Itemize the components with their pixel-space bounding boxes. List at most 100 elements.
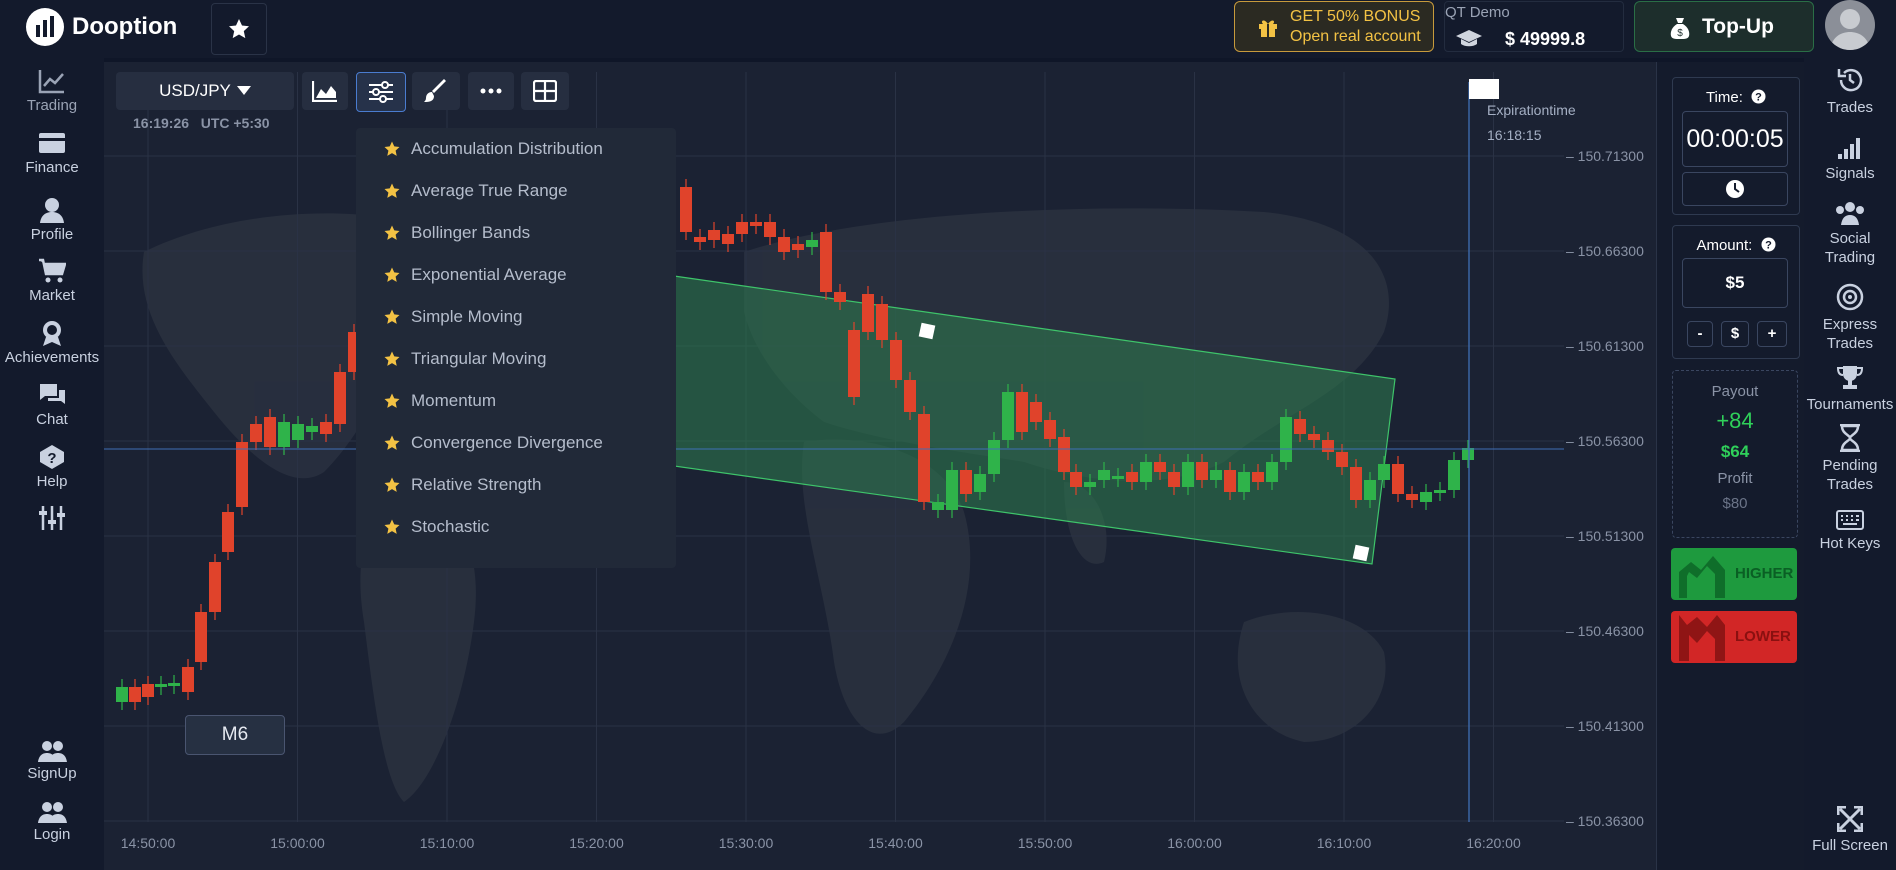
candle-body (862, 294, 874, 332)
left-sidebar: Trading Finance Profile Market Achieveme… (0, 58, 104, 870)
sidebar-item-finance[interactable]: Finance (0, 130, 104, 176)
amount-increase-button[interactable]: + (1757, 321, 1787, 347)
indicator-item[interactable]: Stochastic (356, 506, 676, 548)
indicator-item[interactable]: Relative Strength (356, 464, 676, 506)
more-button[interactable] (468, 72, 514, 110)
candle-body (1238, 472, 1250, 492)
nav-full-screen[interactable]: Full Screen (1804, 806, 1896, 855)
avatar[interactable] (1825, 0, 1875, 50)
chart-canvas[interactable]: – 150.71300 – 150.66300 – 150.61300 – 150.5… (104, 62, 1656, 870)
candle-body (129, 687, 141, 702)
indicator-item[interactable]: Accumulation Distribution (356, 128, 676, 170)
help-icon[interactable]: ? (1751, 89, 1766, 104)
price-tick-label: – 150.61300 (1566, 338, 1644, 354)
nav-express-trades[interactable]: Express Trades (1804, 283, 1896, 353)
chart-type-button[interactable] (302, 72, 348, 110)
area-chart-icon (312, 81, 337, 102)
sidebar-item-login[interactable]: Login (0, 801, 104, 843)
currency-toggle-button[interactable]: $ (1721, 321, 1749, 347)
channel-handle[interactable] (1352, 544, 1370, 562)
indicator-item[interactable]: Triangular Moving (356, 338, 676, 380)
sidebar-item-label: Trading (26, 97, 78, 114)
channel-handle[interactable] (918, 322, 936, 340)
candle-body (116, 687, 128, 702)
amount-decrease-button[interactable]: - (1687, 321, 1713, 347)
indicator-item[interactable]: Momentum (356, 380, 676, 422)
sidebar-item-trading[interactable]: Trading (0, 68, 104, 114)
account-selector[interactable]: QT Demo $ 49999.8 (1444, 1, 1624, 52)
amount-input[interactable]: $5 (1682, 258, 1788, 308)
star-icon[interactable] (383, 182, 401, 200)
layout-button[interactable] (521, 72, 569, 110)
price-chart[interactable]: – 150.71300 – 150.66300 – 150.61300 – 150.5… (104, 62, 1656, 870)
indicator-label: Exponential Average (411, 265, 567, 284)
indicator-item[interactable]: Convergence Divergence (356, 422, 676, 464)
star-icon[interactable] (383, 266, 401, 284)
price-tick-label: – 150.36300 (1566, 813, 1644, 829)
price-tick-label: – 150.56300 (1566, 433, 1644, 449)
sidebar-item-signup[interactable]: SignUp (0, 740, 104, 782)
indicator-item[interactable]: Bollinger Bands (356, 212, 676, 254)
lower-button[interactable]: LOWER (1671, 611, 1797, 663)
star-icon[interactable] (383, 392, 401, 410)
price-tick-label: – 150.71300 (1566, 148, 1644, 164)
expiration-time: 16:18:15 (1487, 127, 1542, 143)
payout-box: Payout +84 $64 Profit $80 (1672, 370, 1798, 538)
nav-trades[interactable]: Trades (1804, 66, 1896, 117)
indicator-item[interactable]: Simple Moving (356, 296, 676, 338)
sidebar-item-profile[interactable]: Profile (0, 197, 104, 243)
nav-label: Trading (1824, 249, 1876, 266)
indicator-item[interactable]: Average True Range (356, 170, 676, 212)
drawing-tools-button[interactable] (412, 72, 460, 110)
nav-hot-keys[interactable]: Hot Keys (1804, 510, 1896, 553)
user-icon (40, 198, 64, 223)
time-tick-label: 15:50:00 (1018, 835, 1073, 851)
time-picker-button[interactable] (1682, 172, 1788, 206)
expiration-flag[interactable] (1469, 79, 1499, 99)
star-icon[interactable] (383, 518, 401, 536)
candle-body (182, 667, 194, 692)
users-icon (38, 802, 67, 823)
right-sidebar: Trades Signals Social Trading Express Tr… (1804, 58, 1896, 870)
hourglass-icon (1840, 424, 1860, 452)
nav-label: Full Screen (1812, 837, 1888, 854)
time-input[interactable]: 00:00:05 (1682, 111, 1788, 167)
candle-body (792, 244, 804, 250)
time-tick-label: 15:40:00 (868, 835, 923, 851)
candle-body (1154, 462, 1166, 472)
candle-body (1350, 467, 1362, 500)
nav-signals[interactable]: Signals (1804, 136, 1896, 183)
indicator-item[interactable]: Exponential Average (356, 254, 676, 296)
star-icon[interactable] (383, 224, 401, 242)
bonus-banner[interactable]: GET 50% BONUS Open real account (1234, 1, 1434, 52)
time-tick-label: 16:20:00 (1466, 835, 1521, 851)
favorites-button[interactable] (211, 3, 267, 55)
logo[interactable]: Dooption (26, 8, 177, 46)
wallet-icon (39, 133, 65, 153)
candle-body (222, 512, 234, 552)
nav-social-trading[interactable]: Social Trading (1804, 201, 1896, 267)
topup-button[interactable]: $ Top-Up (1634, 1, 1814, 52)
indicators-button[interactable] (356, 72, 406, 112)
nav-label: Social (1829, 230, 1871, 247)
nav-tournaments[interactable]: Tournaments (1804, 365, 1896, 414)
star-icon[interactable] (383, 140, 401, 158)
star-icon[interactable] (383, 434, 401, 452)
candle-body (1044, 420, 1056, 439)
star-icon[interactable] (383, 308, 401, 326)
sidebar-item-help[interactable]: ? Help (0, 444, 104, 490)
help-icon[interactable]: ? (1761, 237, 1776, 252)
nav-pending-trades[interactable]: Pending Trades (1804, 424, 1896, 494)
sidebar-item-market[interactable]: Market (0, 258, 104, 304)
star-icon[interactable] (383, 350, 401, 368)
sidebar-item-achievements[interactable]: Achievements (0, 320, 104, 366)
timeframe-button[interactable]: M6 (185, 715, 285, 755)
candle-body (155, 684, 167, 687)
sidebar-item-settings[interactable] (0, 505, 104, 534)
sidebar-item-chat[interactable]: Chat (0, 382, 104, 428)
candle-body (209, 562, 221, 612)
sidebar-item-label: Profile (30, 226, 74, 243)
higher-button[interactable]: HIGHER (1671, 548, 1797, 600)
star-icon[interactable] (383, 476, 401, 494)
pair-selector[interactable]: USD/JPY (116, 72, 294, 110)
